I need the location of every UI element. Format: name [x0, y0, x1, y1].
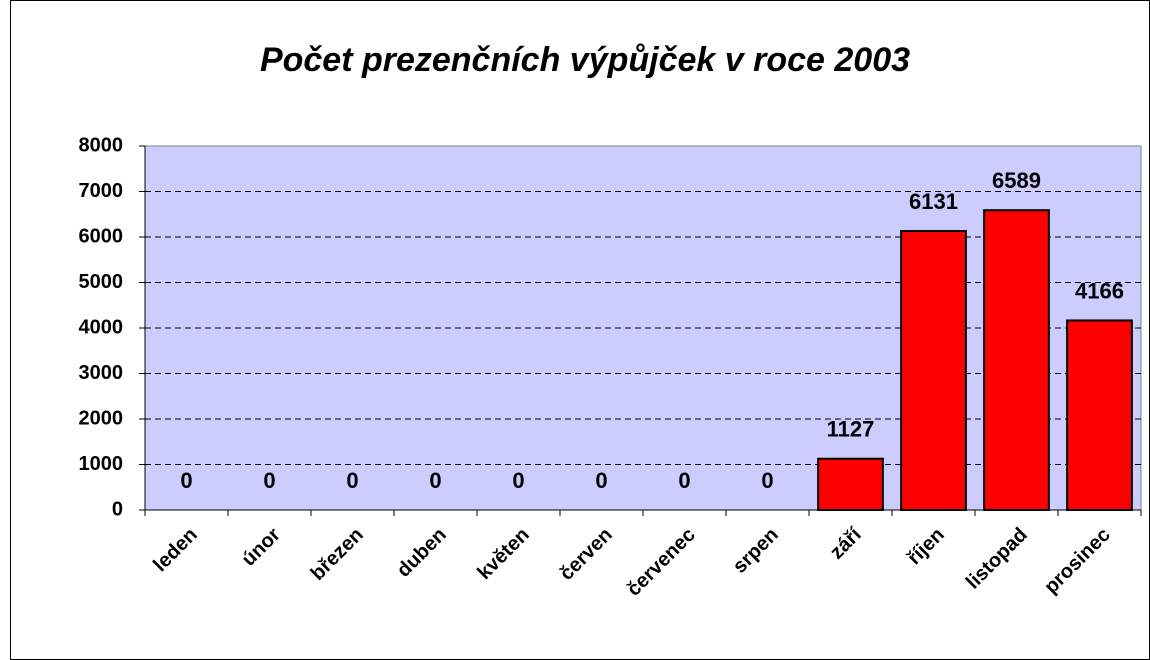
- bar: [900, 230, 967, 512]
- y-tick-label: 4000: [79, 316, 124, 338]
- data-label: 6589: [992, 168, 1041, 193]
- data-label: 1127: [827, 417, 875, 442]
- data-label: 0: [678, 468, 690, 493]
- data-label: 0: [595, 468, 607, 493]
- y-tick-label: 1000: [79, 453, 124, 475]
- bar: [1066, 319, 1133, 511]
- y-tick-label: 5000: [79, 271, 124, 293]
- y-tick-label: 2000: [79, 407, 124, 429]
- bar: [817, 457, 884, 511]
- y-tick-label: 3000: [79, 362, 124, 384]
- bar: [983, 209, 1050, 511]
- data-label: 6131: [909, 189, 958, 214]
- y-tick-label: 6000: [79, 225, 124, 247]
- y-tick-label: 8000: [79, 134, 124, 156]
- y-tick-label: 7000: [79, 180, 124, 202]
- data-label: 0: [429, 468, 441, 493]
- data-label: 0: [180, 468, 192, 493]
- y-tick-label: 0: [112, 498, 123, 520]
- data-label: 4166: [1075, 278, 1124, 303]
- data-label: 0: [346, 468, 358, 493]
- data-label: 0: [263, 468, 275, 493]
- data-label: 0: [761, 468, 773, 493]
- chart-title: Počet prezenčních výpůjček v roce 2003: [260, 41, 910, 79]
- data-label: 0: [512, 468, 524, 493]
